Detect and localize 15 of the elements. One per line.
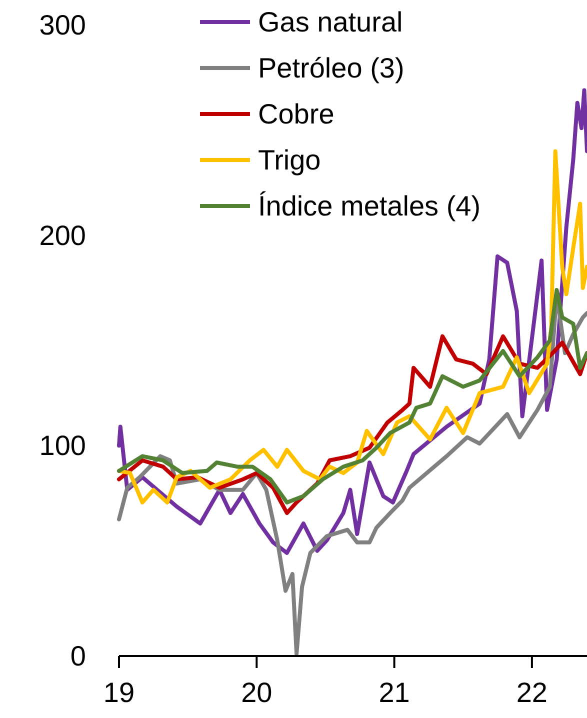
legend-label: Trigo bbox=[258, 144, 321, 176]
x-tick-label: 20 bbox=[241, 677, 272, 708]
legend-label: Cobre bbox=[258, 98, 334, 130]
legend-label: Índice metales (4) bbox=[258, 190, 481, 222]
y-tick-label: 100 bbox=[39, 430, 86, 462]
y-tick-label: 300 bbox=[39, 10, 86, 40]
y-tick-label: 0 bbox=[70, 640, 86, 672]
line-series bbox=[117, 288, 587, 504]
x-tick-label: 19 bbox=[103, 677, 135, 708]
legend-label: Petróleo (3) bbox=[258, 52, 404, 84]
x-tick-label: 21 bbox=[378, 677, 410, 708]
y-tick-label: 200 bbox=[39, 220, 86, 251]
line-series bbox=[117, 149, 587, 504]
x-tick-label: 22 bbox=[516, 677, 548, 708]
legend-label: Gas natural bbox=[258, 6, 403, 38]
